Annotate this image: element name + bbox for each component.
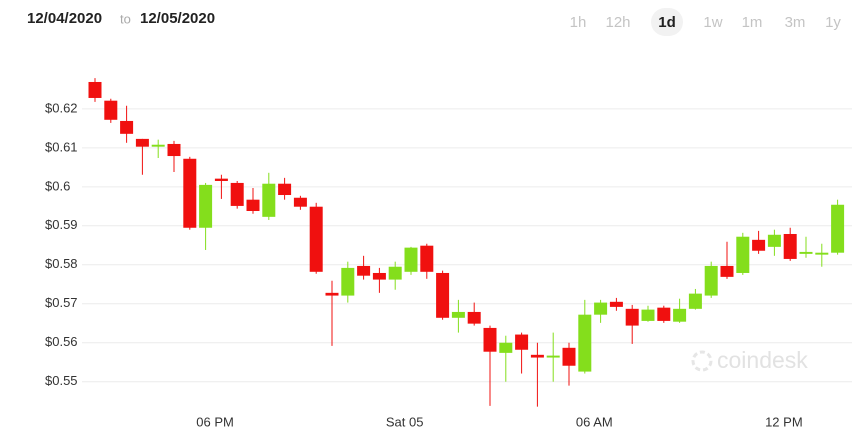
range-button-bg: [651, 8, 683, 36]
candle-body: [183, 158, 197, 228]
candle-body: [357, 265, 371, 276]
candle-body: [104, 100, 118, 120]
candle-body: [530, 354, 544, 358]
x-tick-label: 12 PM: [765, 414, 803, 429]
date-from: 12/04/2020: [27, 10, 102, 27]
candle-body: [831, 204, 845, 253]
x-tick-label: 06 PM: [196, 414, 234, 429]
date-to: 12/05/2020: [140, 10, 215, 27]
candle-body: [783, 233, 797, 259]
candle-body: [199, 184, 213, 228]
candle-body: [767, 234, 781, 247]
date-separator: to: [120, 11, 131, 26]
candle-body: [293, 197, 307, 207]
candle-body: [594, 302, 608, 315]
candle-body: [436, 272, 450, 318]
x-tick-label: Sat 05: [386, 414, 424, 429]
range-button[interactable]: 1d: [658, 14, 676, 31]
candle-body: [578, 314, 592, 372]
candle-body: [657, 307, 671, 321]
candle-body: [752, 239, 766, 251]
candle-body: [815, 252, 829, 255]
y-tick-label: $0.57: [45, 295, 78, 310]
candle-body: [720, 265, 734, 277]
candle-body: [704, 265, 718, 296]
candle-body: [151, 144, 165, 147]
candle-body: [515, 334, 529, 350]
candle-body: [420, 245, 434, 272]
candle-body: [167, 143, 181, 157]
candle-body: [688, 293, 702, 309]
candle-body: [483, 327, 497, 352]
range-button[interactable]: 3m: [785, 14, 806, 31]
candle-body: [609, 301, 623, 307]
candle-body: [641, 309, 655, 321]
range-button[interactable]: 1w: [703, 14, 722, 31]
x-tick-label: 06 AM: [576, 414, 613, 429]
y-tick-label: $0.58: [45, 256, 78, 271]
candle-body: [214, 178, 228, 181]
y-tick-label: $0.62: [45, 100, 78, 115]
watermark-text: coindesk: [717, 347, 808, 373]
range-button[interactable]: 1y: [825, 14, 841, 31]
candle-body: [262, 183, 276, 217]
candle-body: [451, 311, 465, 318]
candle-body: [230, 182, 244, 206]
y-tick-label: $0.61: [45, 139, 78, 154]
candle-body: [625, 308, 639, 326]
candle-body: [88, 81, 102, 98]
y-tick-label: $0.55: [45, 373, 78, 388]
y-tick-label: $0.6: [45, 178, 70, 193]
candle-body: [562, 347, 576, 366]
candle-body: [309, 206, 323, 272]
range-button[interactable]: 1h: [570, 14, 587, 31]
y-tick-label: $0.59: [45, 217, 78, 232]
y-tick-label: $0.56: [45, 334, 78, 349]
candle-body: [372, 272, 386, 280]
candle-body: [467, 311, 481, 324]
candle-body: [673, 308, 687, 322]
candle-body: [499, 342, 513, 353]
candle-body: [135, 138, 149, 147]
watermark: coindesk: [691, 347, 808, 373]
candle-body: [278, 183, 292, 196]
candle-body: [246, 199, 260, 211]
candle-body: [388, 266, 402, 280]
candle-body: [736, 236, 750, 273]
candle-body: [325, 292, 339, 296]
candle-body: [120, 120, 134, 134]
candle-body: [799, 251, 813, 254]
range-button[interactable]: 1m: [742, 14, 763, 31]
candle-body: [341, 267, 355, 296]
candle-body: [404, 247, 418, 272]
range-button[interactable]: 12h: [605, 14, 630, 31]
candle-body: [546, 355, 560, 358]
